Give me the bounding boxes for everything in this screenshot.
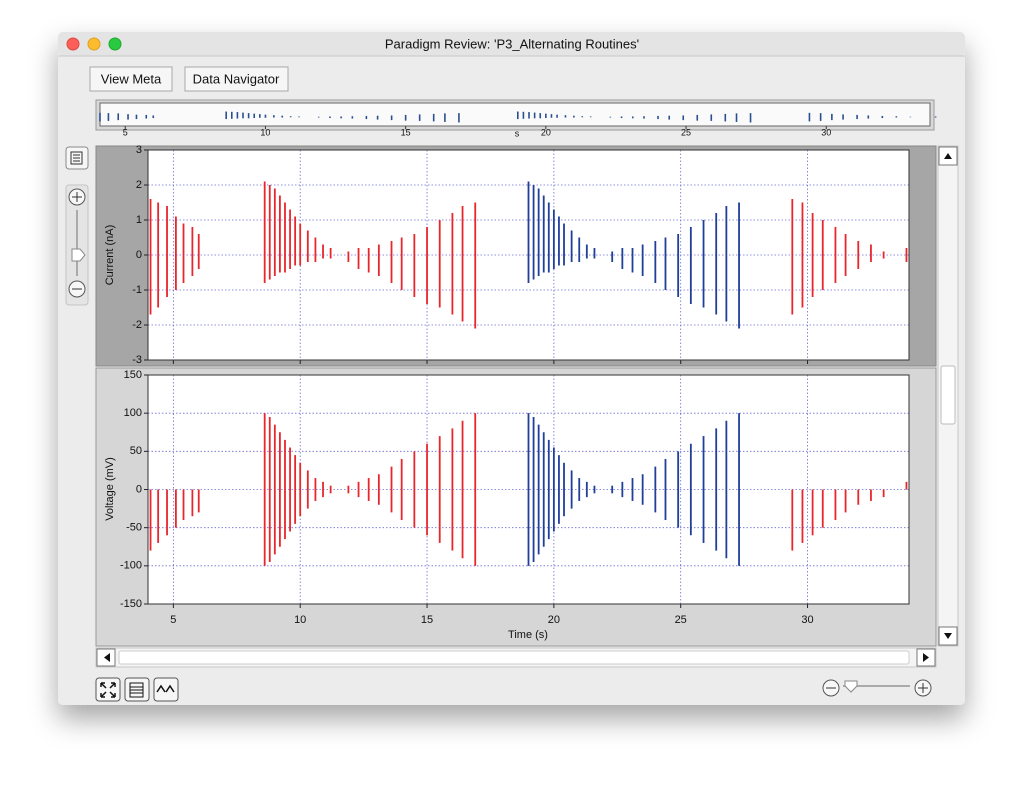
notes-icon xyxy=(70,151,83,165)
plus-icon xyxy=(72,192,82,202)
data-navigator-button[interactable] xyxy=(184,66,289,92)
overview-tick-label: 30 xyxy=(821,127,831,137)
x-tick-label: 30 xyxy=(801,614,813,626)
title-bar xyxy=(58,32,965,56)
y-axis-label: Voltage (mV) xyxy=(104,457,116,521)
up-arrow xyxy=(944,153,952,159)
overview-tick-label: 20 xyxy=(541,127,551,137)
down-arrow xyxy=(944,633,952,639)
x-tick-label: 15 xyxy=(421,614,433,626)
y-tick-label: 1 xyxy=(136,214,142,226)
close-button[interactable] xyxy=(66,37,80,51)
plots: -3 -2 -1 0 1 2 3 -150 -100 -50 0 50 100 150 5 10 15 20 25 3… xyxy=(120,144,909,626)
zoom-button[interactable] xyxy=(108,37,122,51)
y-tick-label: -100 xyxy=(120,560,142,572)
y-tick-label: 0 xyxy=(136,249,142,261)
x-tick-label: 20 xyxy=(548,614,560,626)
y-tick-label: -1 xyxy=(132,284,142,296)
y-axis-label: Current (nA) xyxy=(104,225,116,286)
plus-icon xyxy=(918,683,928,693)
view-meta-button[interactable] xyxy=(89,66,173,92)
right-arrow xyxy=(923,653,929,662)
overview-tick-label: 15 xyxy=(401,127,411,137)
x-tick-label: 25 xyxy=(675,614,687,626)
button-label: View Meta xyxy=(101,71,162,86)
current-plot-border xyxy=(147,149,910,361)
left-arrow xyxy=(104,653,110,662)
x-tick-label: 10 xyxy=(294,614,306,626)
y-tick-label: -2 xyxy=(132,319,142,331)
x-tick-label: 5 xyxy=(170,614,176,626)
y-tick-label: -50 xyxy=(126,522,142,534)
button-label: Data Navigator xyxy=(193,71,280,86)
list-icon xyxy=(129,682,144,698)
minimize-button[interactable] xyxy=(87,37,101,51)
traces-button[interactable] xyxy=(153,677,179,702)
zoom-thumb[interactable] xyxy=(71,248,86,262)
fit-button[interactable] xyxy=(95,677,121,702)
overview-strip[interactable] xyxy=(99,102,931,127)
overview-tick-label: 5 xyxy=(123,127,128,137)
voltage-plot-border xyxy=(147,374,910,605)
x-axis-label: Time (s) xyxy=(508,629,548,641)
fit-icon xyxy=(100,682,116,698)
y-tick-label: 50 xyxy=(130,445,142,457)
vertical-scroll-thumb[interactable] xyxy=(940,365,956,425)
overview-unit: s xyxy=(515,128,520,138)
y-tick-label: 2 xyxy=(136,179,142,191)
y-tick-label: 0 xyxy=(136,483,142,495)
overview-tick-label: 10 xyxy=(260,127,270,137)
overview: 5 10 15 20 25 30 xyxy=(99,111,937,137)
overview-tick-label: 25 xyxy=(681,127,691,137)
horizontal-scroll-thumb[interactable] xyxy=(118,650,910,665)
h-zoom-thumb[interactable] xyxy=(844,680,858,693)
y-tick-label: 150 xyxy=(124,369,142,381)
y-tick-label: -3 xyxy=(132,354,142,366)
traces-icon xyxy=(156,684,175,693)
y-tick-label: 3 xyxy=(136,144,142,156)
y-tick-label: 100 xyxy=(124,407,142,419)
y-tick-label: -150 xyxy=(120,598,142,610)
window-title: Paradigm Review: 'P3_Alternating Routine… xyxy=(385,36,639,51)
